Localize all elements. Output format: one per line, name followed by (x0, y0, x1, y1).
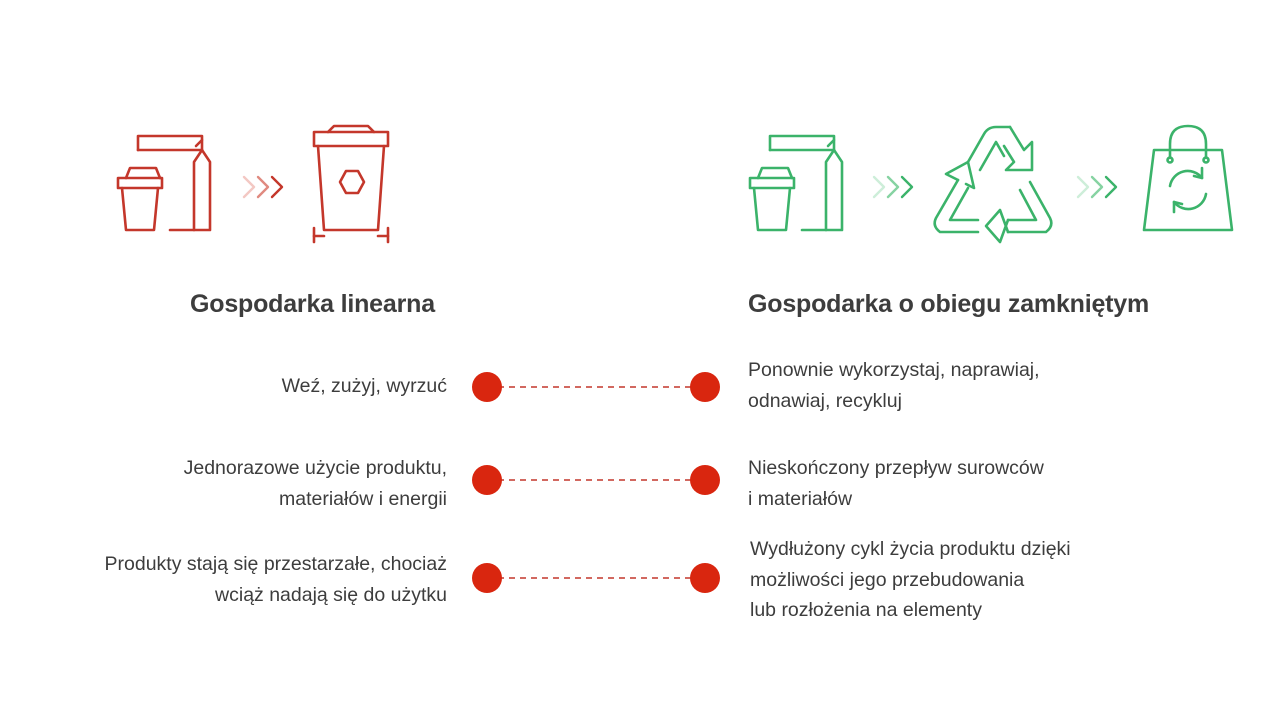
linear-economy-title: Gospodarka linearna (190, 290, 435, 318)
cup-and-bag-icon (744, 132, 848, 236)
circular-point-2: Nieskończony przepływ surowców i materia… (748, 457, 1044, 510)
comparison-connector-2 (470, 463, 722, 497)
shopping-bag-recycle-icon (1140, 122, 1236, 234)
cup-and-bag-icon (112, 132, 216, 236)
chevron-arrows-icon (242, 174, 290, 200)
circular-point-3: Wydłużony cykl życia produktu dzięki moż… (750, 538, 1071, 621)
linear-point-3: Produkty stają się przestarzałe, chociaż… (104, 553, 448, 606)
chevron-arrows-icon (872, 174, 920, 200)
chevron-arrows-icon (1076, 174, 1124, 200)
circular-economy-title: Gospodarka o obiegu zamkniętym (748, 290, 1150, 318)
comparison-connector-1 (470, 370, 722, 404)
circular-point-1: Ponownie wykorzystaj, naprawiaj, odnawia… (748, 359, 1040, 412)
linear-point-2: Jednorazowe użycie produktu, materiałów … (183, 457, 447, 510)
linear-point-1: Weź, zużyj, wyrzuć (281, 375, 447, 397)
recycle-icon (928, 122, 1058, 250)
trash-bin-icon (310, 124, 392, 244)
comparison-connector-3 (470, 561, 722, 595)
